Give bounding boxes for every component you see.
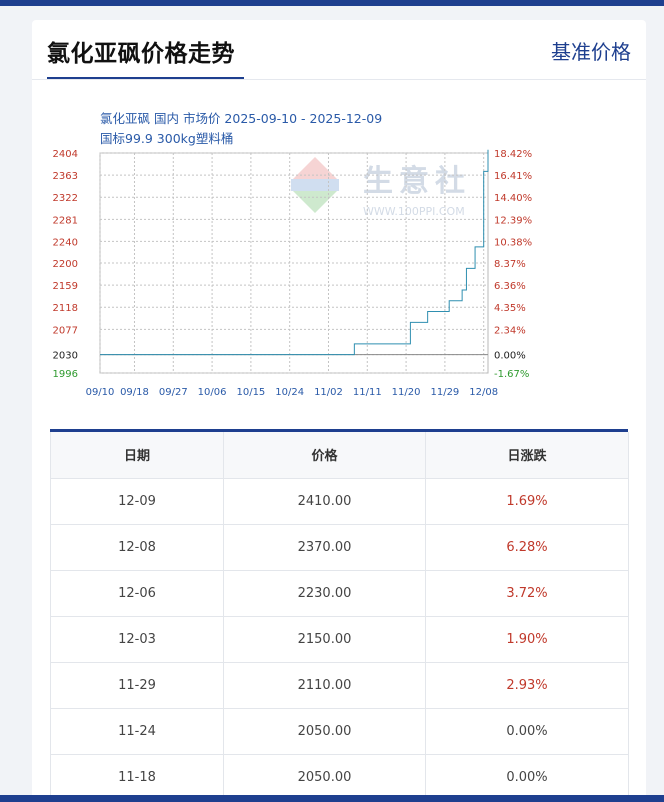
cell-change: 0.00% [425, 753, 629, 801]
cell-date: 12-09 [50, 477, 224, 525]
column-header-price: 价格 [223, 432, 426, 479]
y-tick-label: 2363 [53, 171, 78, 182]
y2-tick-label: 8.37% [494, 259, 526, 270]
watermark-logo-icon [291, 179, 339, 191]
x-tick-label: 11/02 [314, 387, 343, 398]
chart-subtitle: 国标99.9 300kg塑料桶 [100, 131, 233, 146]
column-header-change: 日涨跌 [425, 432, 629, 479]
table-row: 12-09 2410.00 1.69% [50, 477, 629, 525]
y2-tick-label: -1.67% [494, 369, 529, 380]
y2-tick-label: 16.41% [494, 171, 532, 182]
y2-tick-label: 0.00% [494, 351, 526, 362]
x-tick-label: 09/27 [159, 387, 188, 398]
chart-title: 氯化亚砜 国内 市场价 2025-09-10 - 2025-12-09 [100, 111, 382, 126]
table-row: 12-08 2370.00 6.28% [50, 523, 629, 571]
y2-tick-label: 6.36% [494, 281, 526, 292]
table-row: 11-18 2050.00 0.00% [50, 753, 629, 801]
cell-change: 0.00% [425, 707, 629, 755]
x-tick-label: 09/18 [120, 387, 149, 398]
y-tick-label: 2030 [53, 351, 78, 362]
x-tick-label: 10/06 [198, 387, 227, 398]
watermark: 生意社 WWW.100PPI.COM [291, 157, 471, 218]
watermark-logo-icon [293, 157, 337, 179]
cell-change: 1.69% [425, 477, 629, 525]
x-axis: 09/10 09/18 09/27 10/06 10/15 10/24 11/02 11/11… [86, 387, 499, 398]
watermark-logo-icon [293, 191, 337, 213]
cell-date: 11-29 [50, 661, 224, 709]
cell-date: 12-03 [50, 615, 224, 663]
cell-change: 2.93% [425, 661, 629, 709]
price-line-chart: 氯化亚砜 国内 市场价 2025-09-10 - 2025-12-09 国标99… [53, 111, 533, 398]
card-header: 氯化亚砜价格走势 基准价格 [32, 20, 646, 80]
y2-tick-label: 2.34% [494, 325, 526, 336]
y2-tick-label: 18.42% [494, 149, 532, 160]
cell-date: 12-08 [50, 523, 224, 571]
page-title: 氯化亚砜价格走势 [47, 41, 235, 67]
chart-grid [99, 152, 489, 374]
y-tick-label: 2281 [53, 215, 78, 226]
top-accent-bar [0, 0, 664, 6]
cell-price: 2230.00 [223, 569, 426, 617]
cell-price: 2410.00 [223, 477, 426, 525]
price-table-wrapper: 日期 价格 日涨跌 12-09 2410.00 1.69% 12-08 2370… [50, 429, 629, 801]
y2-tick-label: 10.38% [494, 237, 532, 248]
x-tick-label: 10/15 [236, 387, 265, 398]
y-tick-label: 2118 [53, 303, 78, 314]
x-tick-label: 10/24 [275, 387, 304, 398]
y-axis-right: 18.42% 16.41% 14.40% 12.39% 10.38% 8.37% 6.36%… [494, 149, 532, 380]
table-row: 12-06 2230.00 3.72% [50, 569, 629, 617]
y-tick-label: 2159 [53, 281, 78, 292]
title-underline [47, 77, 244, 79]
cell-change: 1.90% [425, 615, 629, 663]
table-row: 12-03 2150.00 1.90% [50, 615, 629, 663]
y-tick-label: 2404 [53, 149, 78, 160]
cell-price: 2050.00 [223, 753, 426, 801]
cell-date: 11-24 [50, 707, 224, 755]
y-tick-label: 2200 [53, 259, 78, 270]
x-tick-label: 11/29 [430, 387, 459, 398]
y-axis-left: 2404 2363 2322 2281 2240 2200 2159 2118 2077 2030… [53, 149, 78, 380]
cell-price: 2110.00 [223, 661, 426, 709]
x-tick-label: 12/08 [469, 387, 498, 398]
cell-date: 11-18 [50, 753, 224, 801]
cell-change: 3.72% [425, 569, 629, 617]
y-tick-label: 2322 [53, 193, 78, 204]
benchmark-price-link[interactable]: 基准价格 [551, 40, 631, 64]
watermark-name: 生意社 [363, 164, 471, 199]
y2-tick-label: 4.35% [494, 303, 526, 314]
bottom-accent-bar [0, 795, 664, 802]
x-tick-label: 11/20 [392, 387, 421, 398]
y2-tick-label: 14.40% [494, 193, 532, 204]
cell-change: 6.28% [425, 523, 629, 571]
series-line [100, 149, 489, 356]
price-table: 日期 价格 日涨跌 12-09 2410.00 1.69% 12-08 2370… [50, 432, 629, 801]
watermark-url: WWW.100PPI.COM [363, 205, 465, 218]
cell-date: 12-06 [50, 569, 224, 617]
column-header-date: 日期 [50, 432, 224, 479]
table-header-row: 日期 价格 日涨跌 [50, 432, 629, 479]
table-row: 11-29 2110.00 2.93% [50, 661, 629, 709]
y2-tick-label: 12.39% [494, 215, 532, 226]
y-tick-label: 2077 [53, 325, 78, 336]
x-tick-label: 11/11 [353, 387, 382, 398]
cell-price: 2050.00 [223, 707, 426, 755]
table-row: 11-24 2050.00 0.00% [50, 707, 629, 755]
y-tick-label: 2240 [53, 237, 78, 248]
x-tick-label: 09/10 [86, 387, 115, 398]
chart-series [100, 149, 489, 356]
cell-price: 2370.00 [223, 523, 426, 571]
y-tick-label: 1996 [53, 369, 78, 380]
cell-price: 2150.00 [223, 615, 426, 663]
